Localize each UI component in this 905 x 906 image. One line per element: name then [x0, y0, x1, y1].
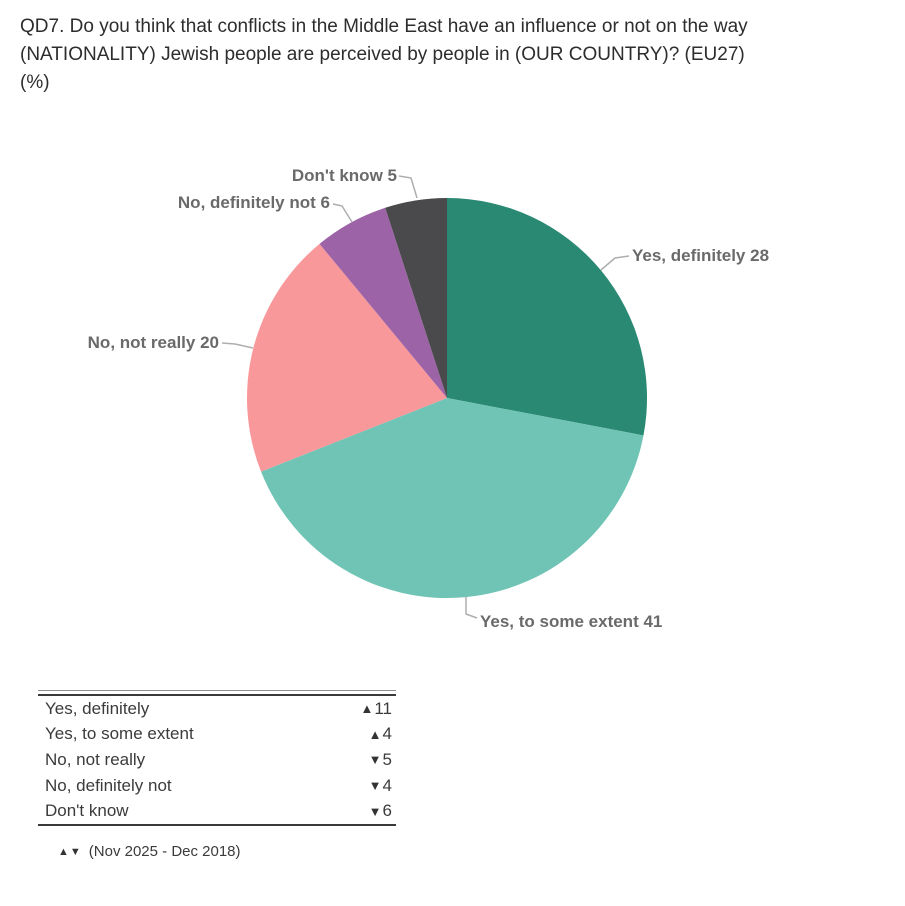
- pie-label-value: 20: [200, 333, 219, 352]
- row-label: Don't know: [45, 801, 129, 821]
- pie-label-yes-to-some-extent: Yes, to some extent 41: [480, 612, 662, 632]
- row-label: No, definitely not: [45, 775, 172, 795]
- leader-line-no-definitely-not: [332, 203, 353, 223]
- triangle-up-icon: ▲: [360, 701, 374, 717]
- triangle-down-icon: ▼: [368, 803, 382, 819]
- row-change: ▲ 11: [360, 699, 392, 719]
- chart-title: QD7. Do you think that conflicts in the …: [20, 16, 748, 93]
- pie-label-yes-definitely: Yes, definitely 28: [632, 246, 769, 266]
- row-value: 6: [382, 801, 392, 821]
- pie-label-text: Yes, to some extent: [480, 612, 639, 631]
- pie-label-no-definitely-not: No, definitely not 6: [178, 193, 330, 213]
- table-row: Yes, to some extent ▲ 4: [38, 722, 396, 748]
- pie-slice-dont-know: [385, 198, 447, 398]
- pie-label-value: 6: [320, 193, 330, 212]
- footnote: ▲▼ (Nov 2025 - Dec 2018): [58, 843, 241, 860]
- row-value: 11: [374, 698, 392, 718]
- pie-label-value: 28: [750, 246, 770, 265]
- pie-label-no-not-really: No, not really 20: [88, 333, 219, 353]
- triangle-up-icon: ▲: [368, 726, 382, 742]
- pie-slice-yes-to-some-extent: [261, 398, 644, 599]
- pie-label-value: 41: [643, 612, 663, 631]
- leader-line-no-not-really: [221, 342, 254, 349]
- row-value: 4: [382, 724, 392, 744]
- pie-label-dont-know: Don't know 5: [292, 166, 397, 186]
- pie-label-text: Don't know: [291, 166, 383, 185]
- up-down-triangles-icon: ▲▼: [58, 845, 82, 858]
- row-label: Yes, to some extent: [45, 724, 194, 744]
- leader-line-yes-to-some-extent: [465, 597, 478, 619]
- table-row: No, definitely not ▼ 4: [38, 773, 396, 799]
- change-table: Yes, definitely ▲ 11 Yes, to some extent …: [38, 690, 396, 826]
- leader-line-dont-know: [398, 175, 418, 199]
- row-change: ▼ 4: [369, 776, 392, 796]
- pie-slice-no-not-really: [246, 243, 447, 472]
- table-row: No, not really ▼ 5: [38, 747, 396, 773]
- footnote-text: (Nov 2025 - Dec 2018): [88, 843, 241, 860]
- table-top-rule: [38, 690, 396, 696]
- row-change: ▼ 6: [369, 801, 392, 821]
- pie-label-text: Yes, definitely: [632, 246, 746, 265]
- pie-slice-yes-definitely: [447, 198, 648, 436]
- pie-slice-no-definitely-not: [319, 207, 447, 398]
- pie-label-text: No, definitely not: [177, 193, 316, 212]
- triangle-down-icon: ▼: [368, 778, 382, 794]
- triangle-down-icon: ▼: [368, 752, 382, 768]
- row-value: 5: [382, 749, 392, 769]
- table-row: Don't know ▼ 6: [38, 798, 396, 824]
- leader-line-yes-definitely: [600, 255, 630, 271]
- row-label: No, not really: [45, 749, 146, 769]
- table-row: Yes, definitely ▲ 11: [38, 696, 396, 722]
- row-change: ▼ 5: [369, 750, 392, 770]
- row-change: ▲ 4: [369, 724, 392, 744]
- pie-label-text: No, not really: [87, 333, 196, 352]
- row-value: 4: [382, 775, 392, 795]
- pie-label-value: 5: [387, 166, 397, 185]
- row-label: Yes, definitely: [45, 698, 150, 718]
